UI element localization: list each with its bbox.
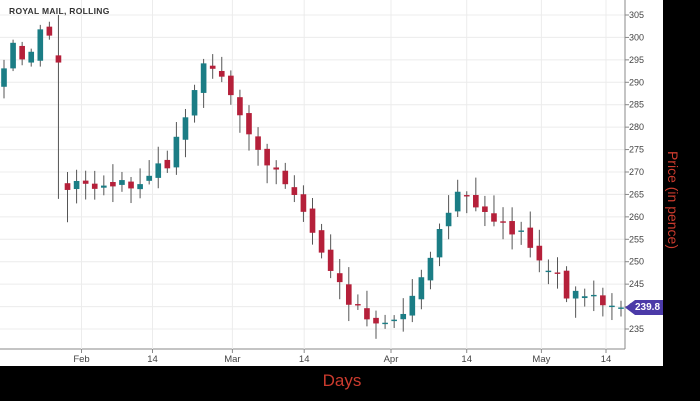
svg-text:300: 300 bbox=[629, 32, 644, 42]
svg-text:280: 280 bbox=[629, 122, 644, 132]
svg-text:265: 265 bbox=[629, 189, 644, 199]
svg-text:14: 14 bbox=[147, 354, 158, 365]
svg-text:270: 270 bbox=[629, 167, 644, 177]
svg-text:255: 255 bbox=[629, 234, 644, 244]
svg-text:Feb: Feb bbox=[73, 354, 89, 365]
svg-text:260: 260 bbox=[629, 212, 644, 222]
svg-text:250: 250 bbox=[629, 257, 644, 267]
svg-text:14: 14 bbox=[601, 354, 612, 365]
svg-text:Apr: Apr bbox=[384, 354, 399, 365]
svg-text:14: 14 bbox=[299, 354, 310, 365]
svg-text:Mar: Mar bbox=[224, 354, 240, 365]
svg-text:305: 305 bbox=[629, 10, 644, 20]
svg-text:14: 14 bbox=[461, 354, 472, 365]
svg-text:May: May bbox=[532, 354, 550, 365]
svg-text:245: 245 bbox=[629, 279, 644, 289]
svg-text:235: 235 bbox=[629, 324, 644, 334]
svg-text:275: 275 bbox=[629, 145, 644, 155]
svg-text:285: 285 bbox=[629, 100, 644, 110]
svg-text:290: 290 bbox=[629, 77, 644, 87]
svg-text:295: 295 bbox=[629, 55, 644, 65]
